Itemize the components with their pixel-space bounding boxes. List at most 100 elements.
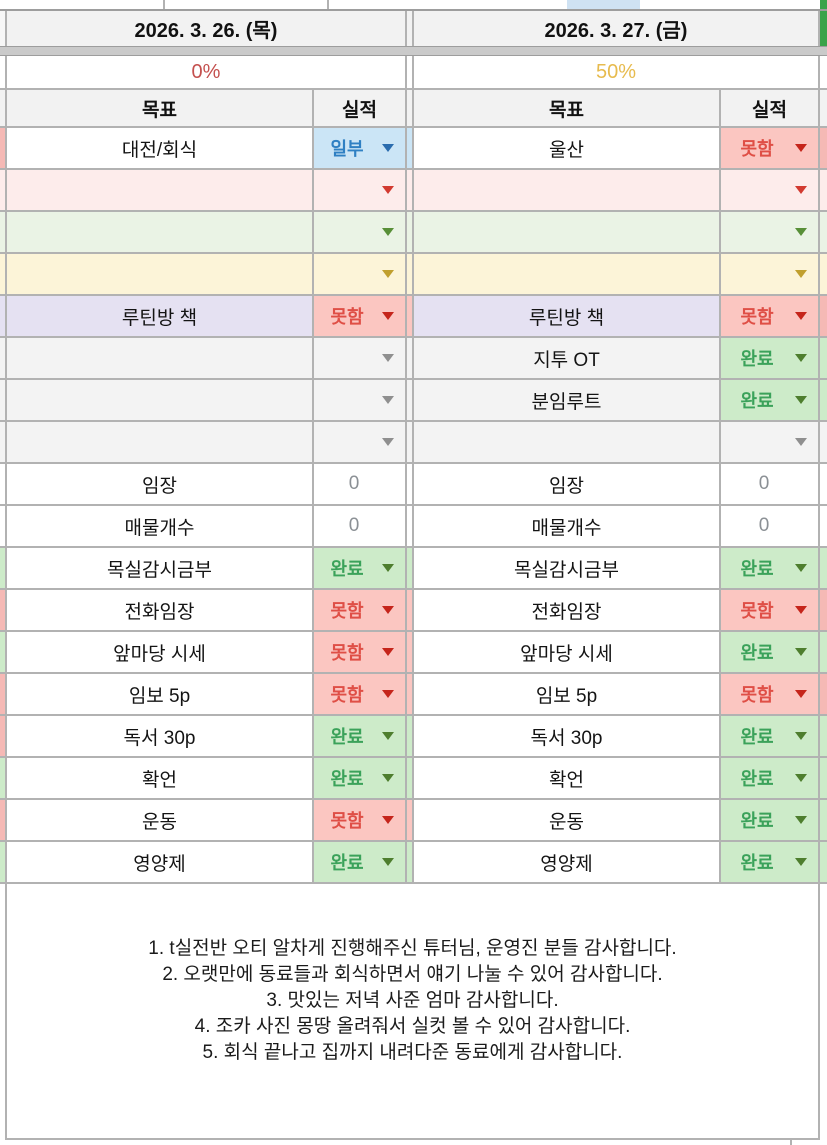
right-neighbor-sliver [820,632,827,672]
goal-cell-left[interactable]: 매물개수 [7,506,314,546]
status-dropdown-left[interactable]: 0 [314,464,407,504]
status-dropdown-left[interactable]: 못함 [314,800,407,840]
goal-cell-right[interactable]: 분임루트 [414,380,721,420]
goal-cell-right[interactable]: 독서 30p [414,716,721,756]
goal-cell-right[interactable]: 영양제 [414,842,721,882]
goal-cell-left[interactable]: 독서 30p [7,716,314,756]
goal-cell-right[interactable]: 목실감시금부 [414,548,721,588]
goal-cell-right[interactable]: 임장 [414,464,721,504]
status-dropdown-right[interactable]: 못함 [721,296,820,336]
status-dropdown-right[interactable]: 0 [721,464,820,504]
right-neighbor-sliver [820,590,827,630]
status-dropdown-left[interactable] [314,338,407,378]
status-dropdown-left[interactable]: 완료 [314,758,407,798]
goal-cell-left[interactable]: 확언 [7,758,314,798]
table-row [0,254,827,296]
status-dropdown-right[interactable]: 완료 [721,338,820,378]
goal-cell-left[interactable]: 임보 5p [7,674,314,714]
goal-cell-right[interactable] [414,422,721,462]
status-dropdown-right[interactable] [721,170,820,210]
status-dropdown-left[interactable]: 못함 [314,296,407,336]
progress-percent-right[interactable]: 50% [414,56,820,88]
table-row: 영양제 완료 영양제 완료 [0,842,827,884]
table-divider [407,632,414,672]
goal-cell-right[interactable]: 매물개수 [414,506,721,546]
status-dropdown-right[interactable]: 완료 [721,800,820,840]
status-dropdown-right[interactable]: 완료 [721,716,820,756]
table-row: 루틴방 책 못함 루틴방 책 못함 [0,296,827,338]
goal-cell-left[interactable]: 전화임장 [7,590,314,630]
left-neighbor-sliver [0,380,7,420]
percent-row: 0% 50% [0,56,827,90]
goal-cell-left[interactable]: 대전/회식 [7,128,314,168]
cell-border-tick [790,1140,792,1145]
goal-cell-right[interactable] [414,212,721,252]
status-label: 못함 [330,643,364,663]
status-dropdown-right[interactable]: 완료 [721,548,820,588]
status-dropdown-left[interactable] [314,380,407,420]
table-divider [407,422,414,462]
goal-cell-left[interactable] [7,422,314,462]
status-dropdown-left[interactable]: 0 [314,506,407,546]
table-divider [407,338,414,378]
goal-cell-left[interactable]: 운동 [7,800,314,840]
status-dropdown-left[interactable]: 완료 [314,548,407,588]
goal-cell-left[interactable]: 앞마당 시세 [7,632,314,672]
status-dropdown-right[interactable]: 0 [721,506,820,546]
date-header-left[interactable]: 2026. 3. 26. (목) [7,11,407,46]
status-dropdown-left[interactable] [314,170,407,210]
status-dropdown-right[interactable]: 못함 [721,128,820,168]
table-row: 지투 OT 완료 [0,338,827,380]
status-dropdown-right[interactable]: 완료 [721,380,820,420]
status-dropdown-left[interactable] [314,422,407,462]
status-dropdown-left[interactable] [314,212,407,252]
status-dropdown-right[interactable]: 못함 [721,674,820,714]
table-divider [407,11,414,46]
status-label: 완료 [740,643,774,663]
table-divider [407,716,414,756]
table-divider [407,170,414,210]
goal-text: 앞마당 시세 [520,643,613,665]
goal-cell-left[interactable]: 임장 [7,464,314,504]
goal-cell-left[interactable] [7,338,314,378]
status-dropdown-right[interactable]: 완료 [721,758,820,798]
gratitude-notes-cell[interactable]: 1. t실전반 오티 알차게 진행해주신 튜터님, 운영진 분들 감사합니다. … [5,884,820,1140]
status-label: 못함 [330,685,364,705]
status-dropdown-left[interactable] [314,254,407,294]
goal-cell-right[interactable] [414,254,721,294]
goal-cell-left[interactable] [7,380,314,420]
goal-cell-right[interactable]: 임보 5p [414,674,721,714]
goal-cell-right[interactable]: 전화임장 [414,590,721,630]
status-dropdown-left[interactable]: 완료 [314,842,407,882]
dropdown-arrow-icon [795,816,807,824]
goal-cell-right[interactable]: 확언 [414,758,721,798]
status-dropdown-right[interactable] [721,212,820,252]
status-dropdown-right[interactable]: 못함 [721,590,820,630]
progress-percent-left[interactable]: 0% [7,56,407,88]
goal-cell-left[interactable]: 루틴방 책 [7,296,314,336]
goal-text: 영양제 [133,853,186,875]
goal-cell-right[interactable]: 울산 [414,128,721,168]
status-dropdown-left[interactable]: 완료 [314,716,407,756]
table-divider [407,56,414,88]
goal-cell-left[interactable]: 영양제 [7,842,314,882]
goal-cell-right[interactable]: 운동 [414,800,721,840]
status-dropdown-left[interactable]: 일부 [314,128,407,168]
goal-cell-right[interactable]: 루틴방 책 [414,296,721,336]
status-dropdown-left[interactable]: 못함 [314,632,407,672]
status-dropdown-right[interactable] [721,254,820,294]
status-dropdown-left[interactable]: 못함 [314,590,407,630]
goal-cell-left[interactable]: 목실감시금부 [7,548,314,588]
right-neighbor-sliver [820,11,827,46]
goal-cell-right[interactable]: 지투 OT [414,338,721,378]
goal-cell-right[interactable]: 앞마당 시세 [414,632,721,672]
status-dropdown-right[interactable] [721,422,820,462]
goal-cell-right[interactable] [414,170,721,210]
goal-cell-left[interactable] [7,170,314,210]
status-dropdown-left[interactable]: 못함 [314,674,407,714]
goal-cell-left[interactable] [7,254,314,294]
date-header-right[interactable]: 2026. 3. 27. (금) [414,11,820,46]
status-dropdown-right[interactable]: 완료 [721,632,820,672]
goal-cell-left[interactable] [7,212,314,252]
status-dropdown-right[interactable]: 완료 [721,842,820,882]
